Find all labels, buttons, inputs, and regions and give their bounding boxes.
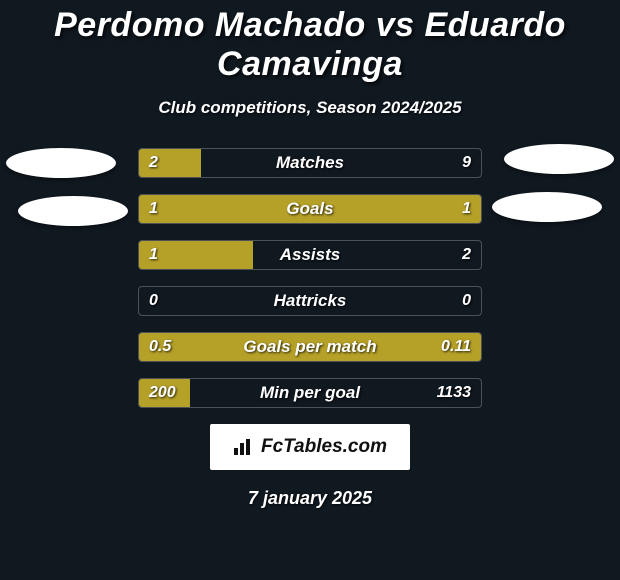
player-left-badge-1 bbox=[6, 148, 116, 178]
stat-row: 11Goals bbox=[138, 194, 482, 224]
stat-label: Hattricks bbox=[139, 287, 481, 315]
stat-label: Goals per match bbox=[139, 333, 481, 361]
comparison-canvas: Perdomo Machado vs Eduardo Camavinga Clu… bbox=[0, 0, 620, 580]
content: 29Matches 11Goals 12Assists 00Hattricks 0.50… bbox=[0, 148, 620, 509]
player-left-badge-2 bbox=[18, 196, 128, 226]
stat-rows: 29Matches 11Goals 12Assists 00Hattricks 0.50… bbox=[138, 148, 482, 408]
stat-row: 0.50.11Goals per match bbox=[138, 332, 482, 362]
source-badge-text: FcTables.com bbox=[261, 436, 387, 458]
date-text: 7 january 2025 bbox=[0, 488, 620, 509]
stat-label: Assists bbox=[139, 241, 481, 269]
stat-label: Matches bbox=[139, 149, 481, 177]
stat-label: Goals bbox=[139, 195, 481, 223]
subtitle: Club competitions, Season 2024/2025 bbox=[0, 98, 620, 118]
stat-row: 00Hattricks bbox=[138, 286, 482, 316]
stat-row: 2001133Min per goal bbox=[138, 378, 482, 408]
stat-row: 29Matches bbox=[138, 148, 482, 178]
page-title: Perdomo Machado vs Eduardo Camavinga bbox=[0, 0, 620, 84]
player-right-badge-1 bbox=[504, 144, 614, 174]
player-right-badge-2 bbox=[492, 192, 602, 222]
stat-row: 12Assists bbox=[138, 240, 482, 270]
stat-label: Min per goal bbox=[139, 379, 481, 407]
bars-icon bbox=[233, 438, 255, 456]
source-badge: FcTables.com bbox=[210, 424, 410, 470]
